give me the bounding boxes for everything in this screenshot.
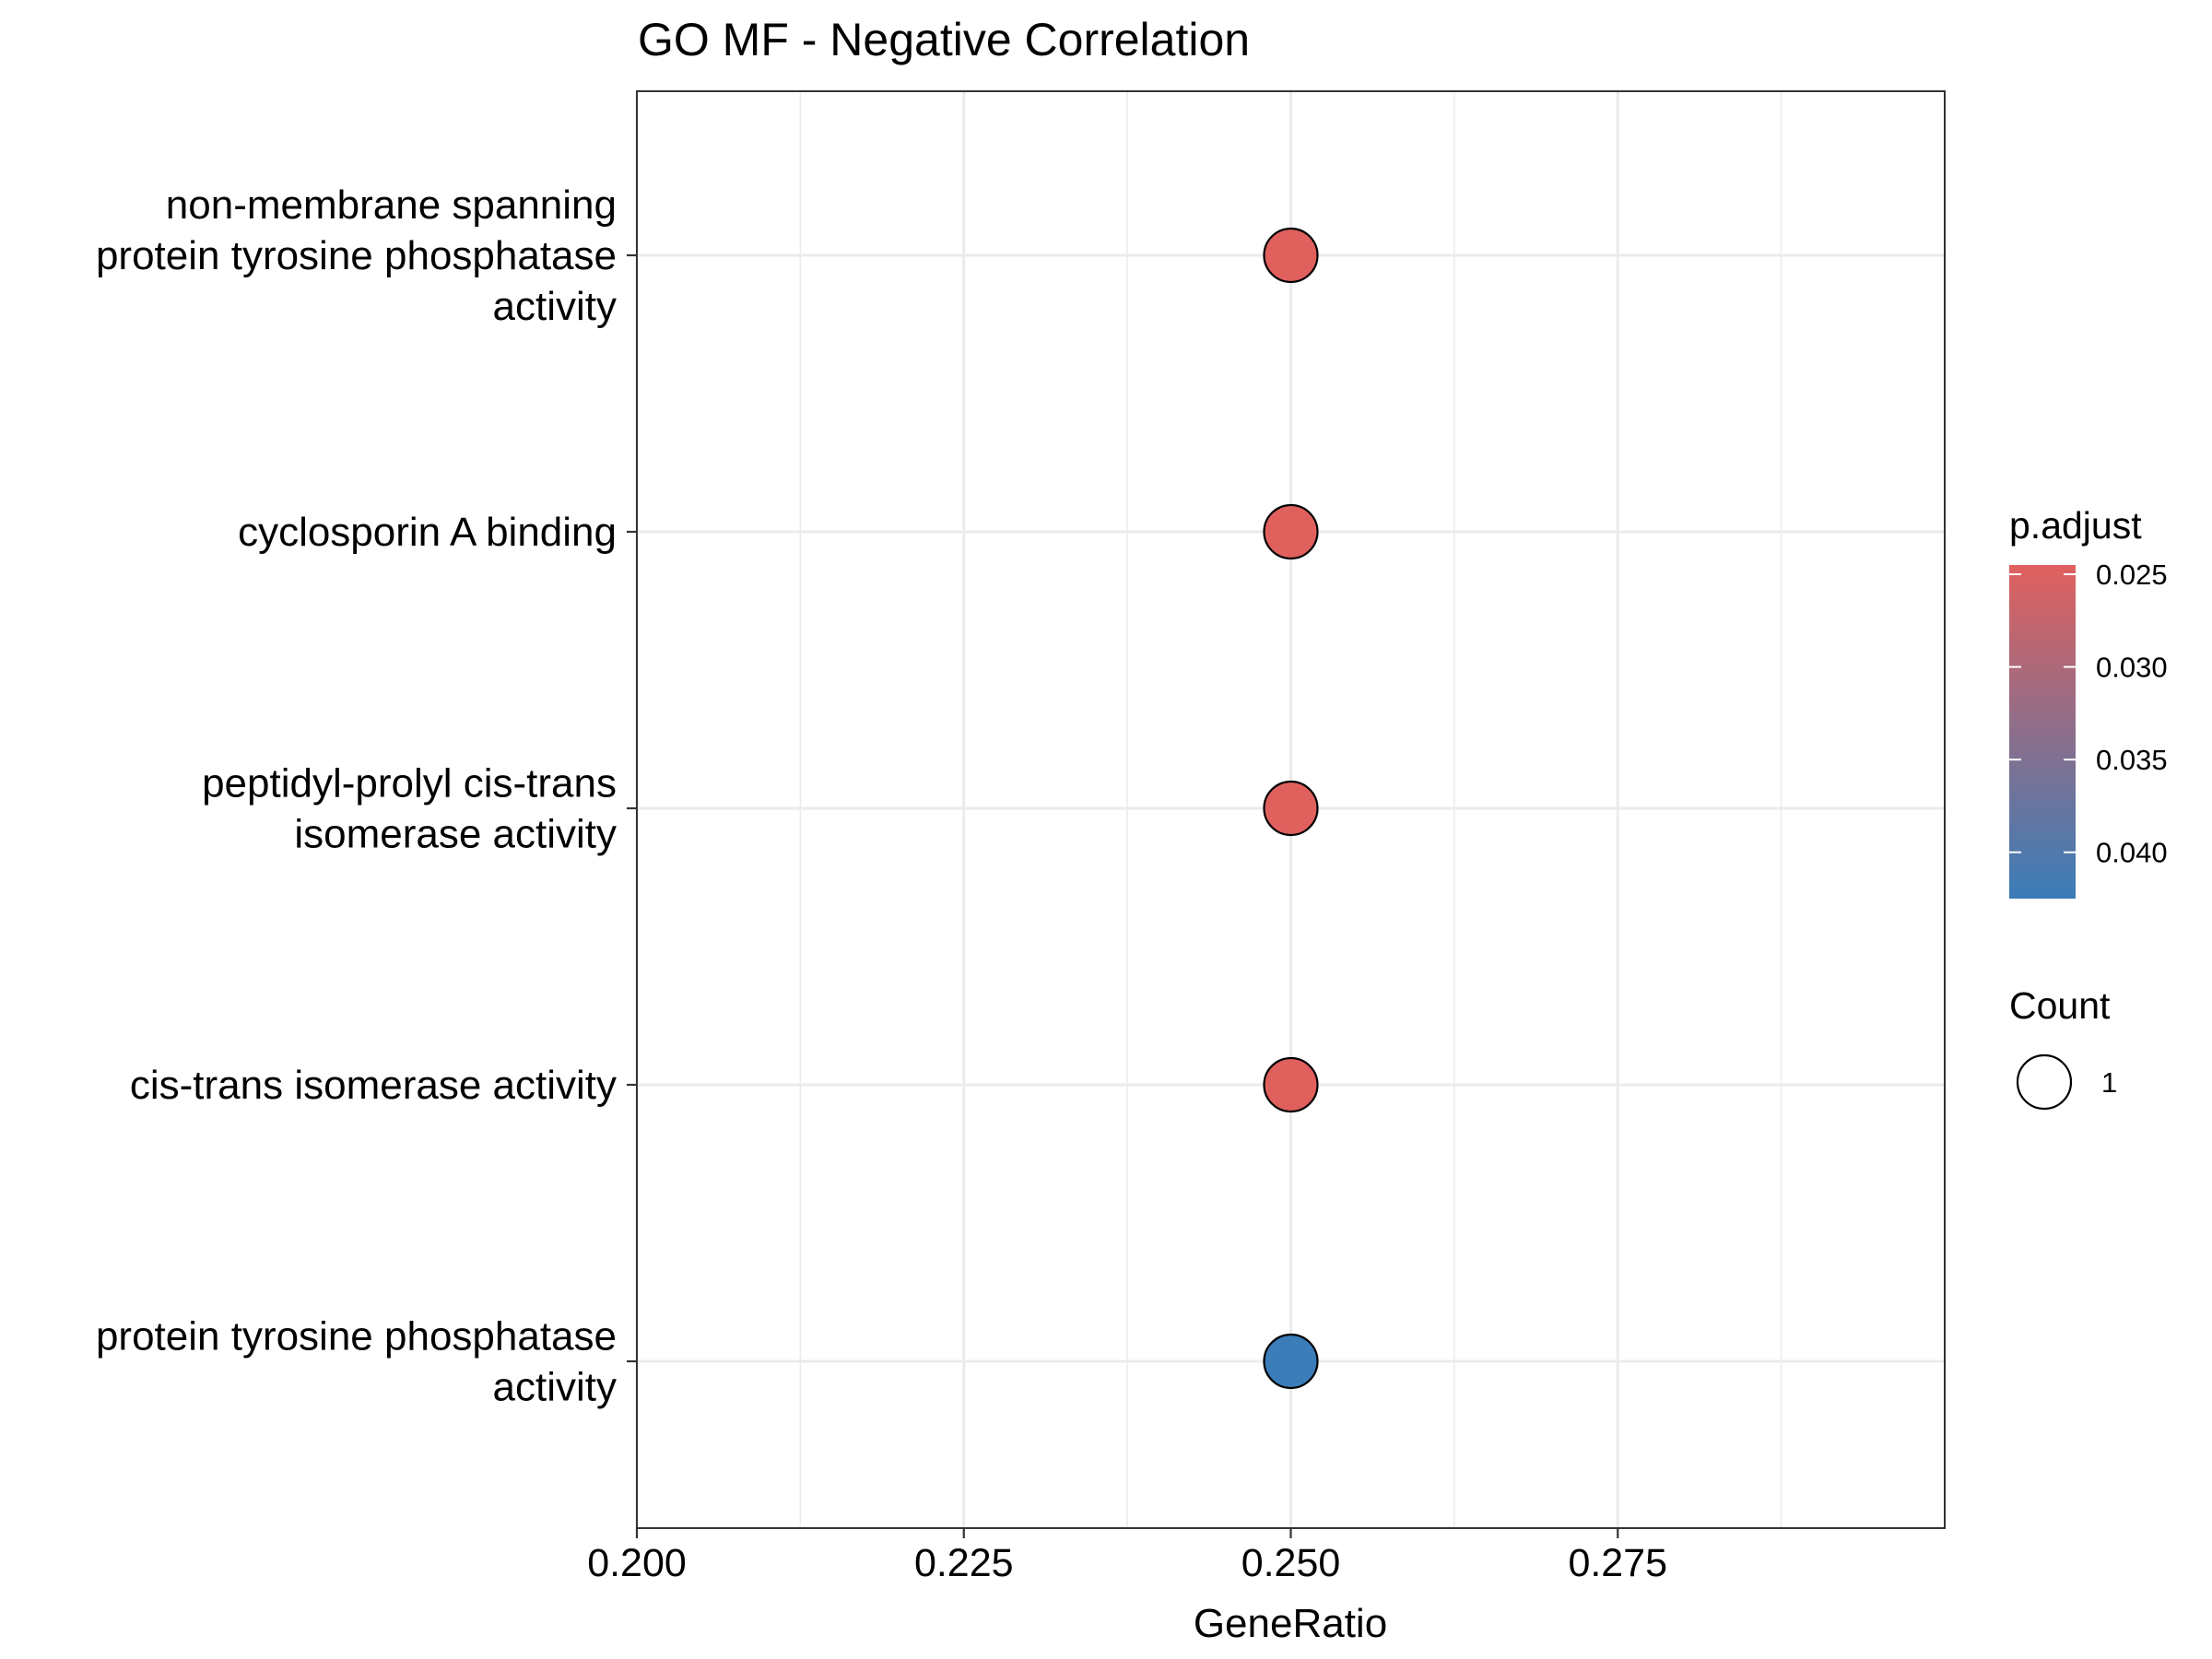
count-legend-label: 1	[2101, 1066, 2117, 1099]
y-tick-label: protein tyrosine phosphatase activity	[96, 1314, 617, 1410]
y-axis: non-membrane spanning protein tyrosine ph…	[96, 182, 637, 1410]
p-adjust-legend: p.adjust 0.025 0.030 0.035 0.040	[2009, 504, 2168, 899]
data-points	[1263, 227, 1319, 1390]
data-point	[1263, 1333, 1319, 1390]
colorbar-tick-label: 0.025	[2096, 559, 2168, 591]
data-point	[1263, 1056, 1319, 1113]
count-legend-title: Count	[2009, 984, 2111, 1027]
x-tick-label: 0.225	[914, 1541, 1014, 1585]
y-tick-label: cis-trans isomerase activity	[130, 1063, 617, 1108]
x-axis-label: GeneRatio	[1194, 1601, 1387, 1646]
data-point	[1263, 780, 1319, 837]
chart-title: GO MF - Negative Correlation	[638, 14, 1250, 65]
count-legend: Count 1	[2009, 984, 2117, 1111]
y-tick-label: peptidyl-prolyl cis-trans isomerase activ…	[202, 761, 617, 857]
count-legend-keys: 1	[2016, 1053, 2117, 1111]
y-tick-label: cyclosporin A binding	[238, 510, 617, 555]
colorbar-tick-label: 0.040	[2096, 837, 2168, 869]
plot-panel	[635, 90, 1946, 1529]
data-point	[1263, 227, 1319, 284]
y-tick-label: non-membrane spanning protein tyrosine ph…	[96, 182, 617, 329]
x-tick-label: 0.200	[587, 1541, 687, 1585]
x-axis: 0.200 0.225 0.250 0.275	[587, 1528, 1667, 1585]
p-adjust-colorbar-ticks: 0.025 0.030 0.035 0.040	[2009, 559, 2168, 869]
count-legend-key	[2016, 1053, 2073, 1111]
data-point	[1263, 503, 1319, 560]
colorbar-tick-label: 0.030	[2096, 652, 2168, 684]
x-tick-label: 0.250	[1241, 1541, 1341, 1585]
p-adjust-legend-title: p.adjust	[2009, 504, 2142, 547]
p-adjust-colorbar	[2009, 565, 2076, 899]
colorbar-tick-label: 0.035	[2096, 744, 2168, 776]
x-tick-label: 0.275	[1568, 1541, 1667, 1585]
